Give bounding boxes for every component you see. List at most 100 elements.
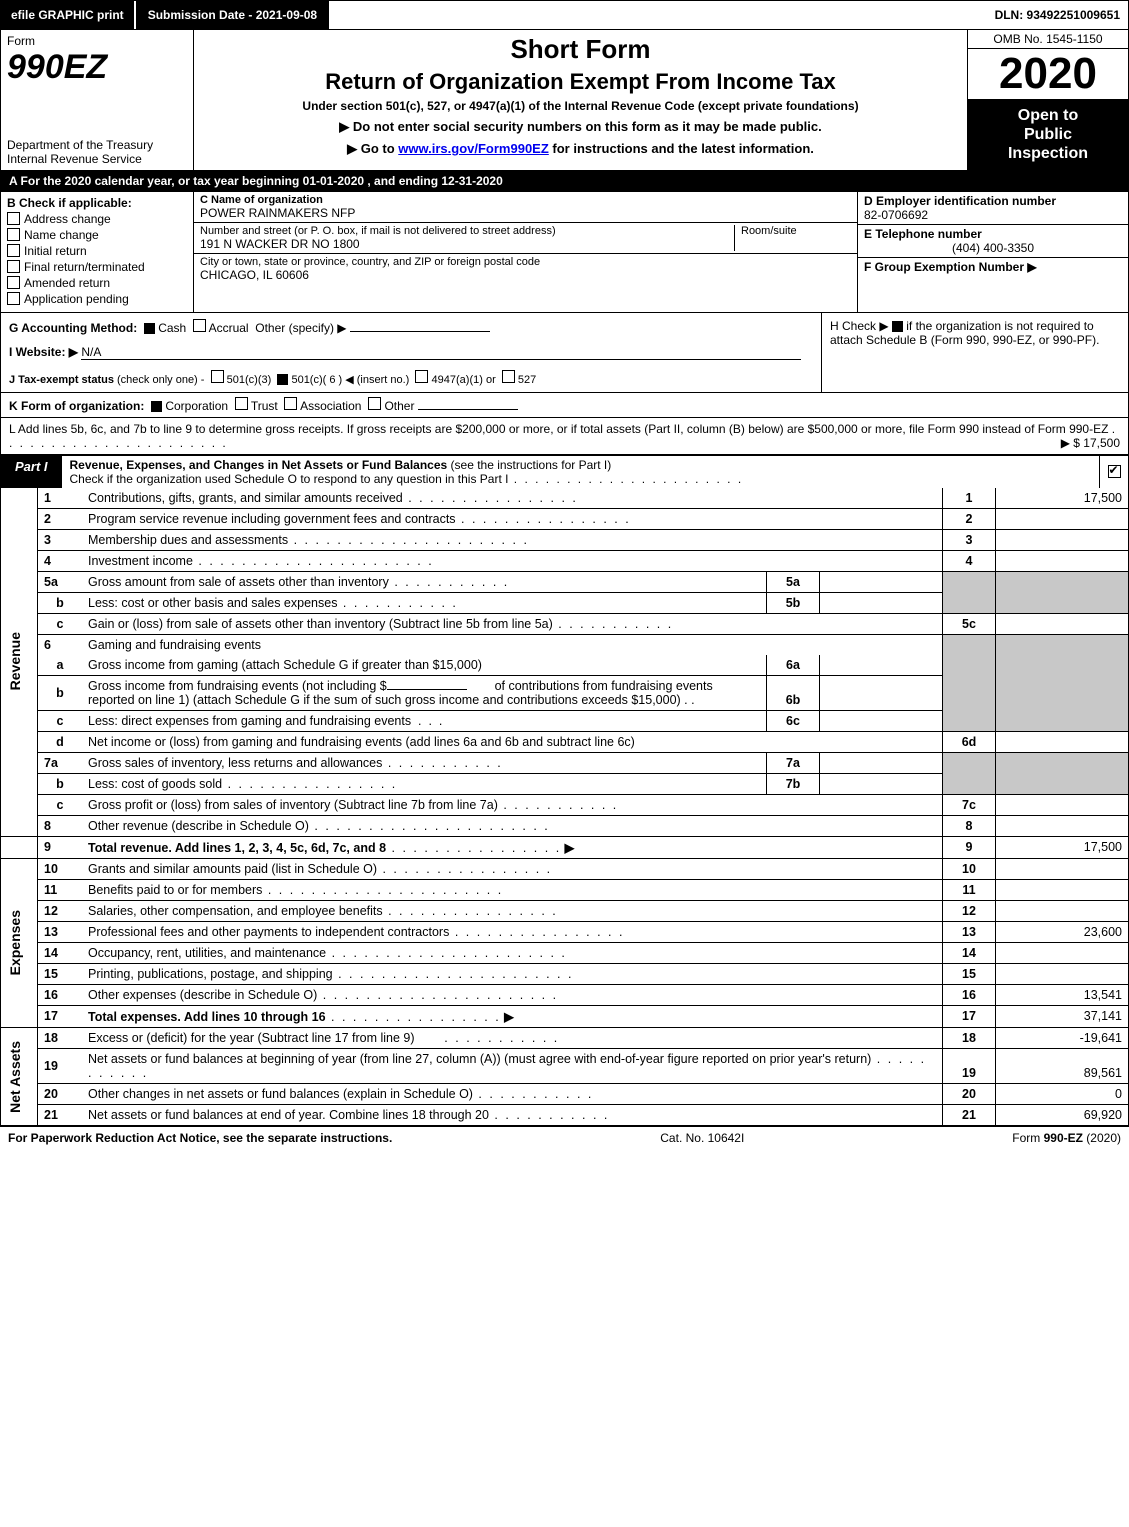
l6b-sublbl: 6b <box>767 675 820 710</box>
spacer <box>329 1 986 29</box>
l7c-no: c <box>38 794 83 815</box>
l15-lbl: 15 <box>943 963 996 984</box>
l5a-no: 5a <box>38 571 83 592</box>
omb-number: OMB No. 1545-1150 <box>968 30 1128 49</box>
g-accrual: Accrual <box>209 321 249 335</box>
chk-association[interactable] <box>284 397 297 410</box>
chk-501c[interactable] <box>277 374 288 385</box>
l18-lbl: 18 <box>943 1028 996 1049</box>
l5b-subval <box>820 592 943 613</box>
l9-lbl: 9 <box>943 836 996 858</box>
i-value: N/A <box>81 345 801 360</box>
open-l2: Public <box>1024 126 1072 143</box>
chk-final-return[interactable] <box>7 260 20 273</box>
line-16: 16 Other expenses (describe in Schedule … <box>1 984 1129 1005</box>
chk-application-pending[interactable] <box>7 292 20 305</box>
line-6: 6 Gaming and fundraising events <box>1 634 1129 655</box>
chk-527[interactable] <box>502 370 515 383</box>
part1-check-line: Check if the organization used Schedule … <box>70 472 509 486</box>
section-c: C Name of organization POWER RAINMAKERS … <box>194 192 857 312</box>
chk-initial-return[interactable] <box>7 244 20 257</box>
chk-schedule-o[interactable] <box>1108 465 1121 478</box>
j-o3: 4947(a)(1) or <box>432 374 496 386</box>
chk-address-change[interactable] <box>7 212 20 225</box>
line-18: Net Assets 18 Excess or (deficit) for th… <box>1 1028 1129 1049</box>
k-label: K Form of organization: <box>9 399 144 413</box>
k-other: Other <box>384 399 414 413</box>
g-other-input[interactable] <box>350 331 490 332</box>
l14-desc: Occupancy, rent, utilities, and maintena… <box>82 942 943 963</box>
g-other: Other (specify) ▶ <box>255 321 346 335</box>
line-11: 11 Benefits paid to or for members 11 <box>1 879 1129 900</box>
l12-desc: Salaries, other compensation, and employ… <box>82 900 943 921</box>
line-17: 17 Total expenses. Add lines 10 through … <box>1 1005 1129 1027</box>
opt-final-return: Final return/terminated <box>24 260 145 274</box>
l6-no: 6 <box>38 634 83 655</box>
submission-date: Submission Date - 2021-09-08 <box>136 1 329 29</box>
irs-link[interactable]: www.irs.gov/Form990EZ <box>398 141 549 156</box>
goto-line: ▶ Go to www.irs.gov/Form990EZ for instru… <box>202 141 959 157</box>
l18-val: -19,641 <box>996 1028 1129 1049</box>
l13-lbl: 13 <box>943 921 996 942</box>
l17-desc: Total expenses. Add lines 10 through 16 <box>82 1005 943 1027</box>
top-bar: efile GRAPHIC print Submission Date - 20… <box>0 0 1129 30</box>
l20-no: 20 <box>38 1084 83 1105</box>
chk-accrual[interactable] <box>193 319 206 332</box>
l7c-val <box>996 794 1129 815</box>
return-title: Return of Organization Exempt From Incom… <box>202 69 959 95</box>
l15-val <box>996 963 1129 984</box>
chk-501c3[interactable] <box>211 370 224 383</box>
chk-trust[interactable] <box>235 397 248 410</box>
section-h: H Check ▶ if the organization is not req… <box>821 313 1128 392</box>
rev-vlabel-end <box>1 836 38 858</box>
l6d-lbl: 6d <box>943 731 996 752</box>
line-1: Revenue 1 Contributions, gifts, grants, … <box>1 488 1129 509</box>
dln-label: DLN: 93492251009651 <box>987 1 1128 29</box>
chk-schedule-b[interactable] <box>892 321 903 332</box>
part1-title-sub: (see the instructions for Part I) <box>447 458 611 472</box>
l1-lbl: 1 <box>943 488 996 509</box>
open-l3: Inspection <box>1008 145 1088 162</box>
h-pre: H Check ▶ <box>830 319 892 333</box>
l7a-no: 7a <box>38 752 83 773</box>
k-other-input[interactable] <box>418 409 518 410</box>
l6-shade1 <box>943 634 996 731</box>
l5a-sublbl: 5a <box>767 571 820 592</box>
chk-name-change[interactable] <box>7 228 20 241</box>
block-ghij: G Accounting Method: Cash Accrual Other … <box>0 313 1129 393</box>
l6d-val <box>996 731 1129 752</box>
f-label: F Group Exemption Number ▶ <box>864 260 1122 274</box>
part1-schedule-o-checkbox-cell <box>1099 455 1128 488</box>
section-l: L Add lines 5b, 6c, and 7b to line 9 to … <box>0 418 1129 455</box>
efile-print-button[interactable]: efile GRAPHIC print <box>1 1 136 29</box>
revenue-table: Revenue 1 Contributions, gifts, grants, … <box>0 488 1129 859</box>
line-14: 14 Occupancy, rent, utilities, and maint… <box>1 942 1129 963</box>
l16-lbl: 16 <box>943 984 996 1005</box>
l7a-desc: Gross sales of inventory, less returns a… <box>82 752 767 773</box>
goto-pre: ▶ Go to <box>347 141 398 156</box>
c-city-label: City or town, state or province, country… <box>200 256 851 268</box>
ghij-left: G Accounting Method: Cash Accrual Other … <box>1 313 821 392</box>
footer-left: For Paperwork Reduction Act Notice, see … <box>8 1131 392 1145</box>
l17-no: 17 <box>38 1005 83 1027</box>
line-12: 12 Salaries, other compensation, and emp… <box>1 900 1129 921</box>
section-k: K Form of organization: Corporation Trus… <box>0 393 1129 418</box>
l6-desc: Gaming and fundraising events <box>82 634 943 655</box>
l3-no: 3 <box>38 529 83 550</box>
header-left: Form 990EZ Department of the Treasury In… <box>1 30 194 170</box>
k-corp: Corporation <box>165 399 228 413</box>
l7ab-shade2 <box>996 752 1129 794</box>
line-6d: d Net income or (loss) from gaming and f… <box>1 731 1129 752</box>
chk-cash[interactable] <box>144 323 155 334</box>
l5b-no: b <box>38 592 83 613</box>
chk-corporation[interactable] <box>151 401 162 412</box>
chk-4947[interactable] <box>415 370 428 383</box>
k-assoc: Association <box>300 399 361 413</box>
l3-val <box>996 529 1129 550</box>
l10-desc: Grants and similar amounts paid (list in… <box>82 859 943 880</box>
l13-no: 13 <box>38 921 83 942</box>
chk-other-org[interactable] <box>368 397 381 410</box>
l6a-sublbl: 6a <box>767 655 820 676</box>
l21-desc: Net assets or fund balances at end of ye… <box>82 1105 943 1126</box>
chk-amended-return[interactable] <box>7 276 20 289</box>
